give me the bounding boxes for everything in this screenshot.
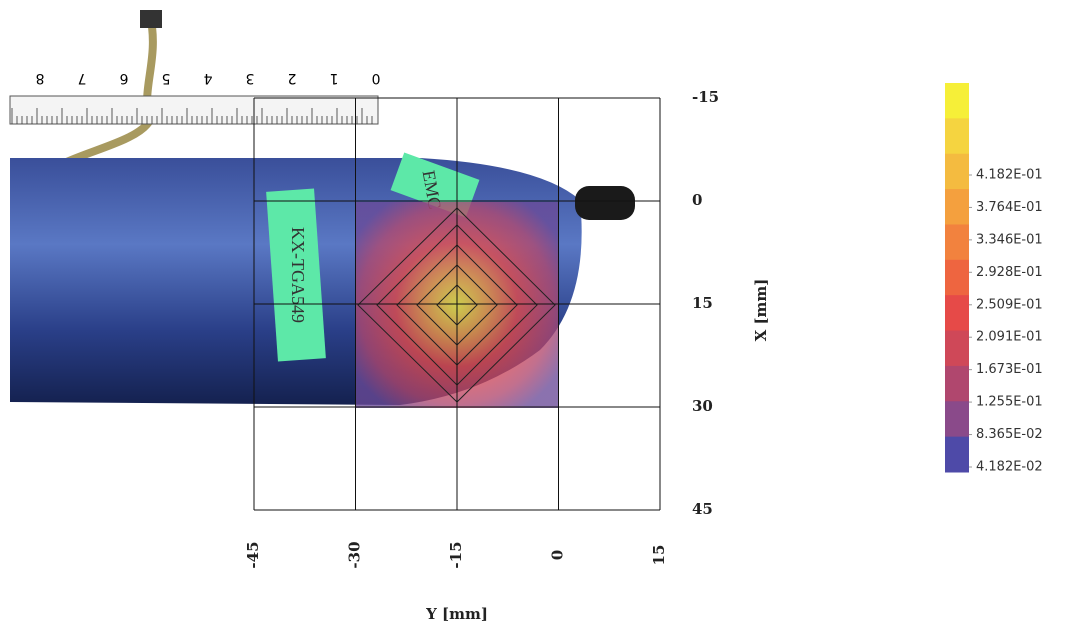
colorbar-label: 8.365E-02: [976, 427, 1043, 442]
x-axis-title: Y [mm]: [425, 605, 488, 623]
ruler-label: 7: [78, 70, 87, 86]
colorbar-band: [945, 436, 969, 473]
ruler-label: 4: [203, 70, 212, 86]
colorbar-label: 4.182E-01: [976, 168, 1043, 183]
y-axis-title: X [mm]: [752, 279, 770, 342]
colorbar-band: [945, 401, 969, 438]
plot: [253, 97, 661, 511]
label-sticker: [266, 188, 326, 362]
photo-label: KX-TGA549: [288, 227, 308, 323]
y-tick-label: 45: [692, 500, 713, 518]
cable: [58, 14, 157, 169]
colorbar-band: [945, 189, 969, 225]
ruler-label: 3: [246, 70, 255, 86]
plug: [140, 10, 162, 28]
colorbar-band: [945, 295, 969, 332]
colorbar-band: [945, 153, 969, 190]
colorbar-label: 4.182E-02: [976, 460, 1043, 475]
colorbar-label: 3.346E-01: [976, 232, 1043, 247]
ruler-label: 0: [372, 70, 381, 86]
y-tick-label: -15: [692, 88, 719, 106]
x-tick-label: -15: [447, 541, 465, 568]
ruler-labels: 8 7 6 5 4 3 2 1 0: [11, 70, 381, 124]
colorbar-label: 2.928E-01: [976, 265, 1043, 280]
colorbar-label: 2.509E-01: [976, 297, 1043, 312]
colorbar-label: 1.673E-01: [976, 362, 1043, 377]
ruler-label: 8: [36, 70, 45, 86]
ruler-label: 6: [119, 70, 128, 86]
y-tick-label: 0: [692, 191, 702, 209]
ruler: [9, 95, 379, 125]
x-tick-label: -30: [346, 541, 364, 568]
colorbar-band: [945, 259, 969, 296]
x-tick-label: 15: [650, 545, 668, 566]
ruler-label: 2: [288, 70, 297, 86]
colorbar-band: [945, 118, 969, 155]
colorbar-label: 1.255E-01: [976, 395, 1043, 410]
antenna: [575, 186, 635, 220]
colorbar-band: [945, 83, 969, 119]
colorbar-band: [945, 365, 969, 402]
ruler-label: 1: [330, 70, 339, 86]
y-tick-label: 15: [692, 294, 713, 312]
colorbar-label: 2.091E-01: [976, 330, 1043, 345]
y-tick-label: 30: [692, 397, 713, 415]
colorbar-label: 3.764E-01: [976, 200, 1043, 215]
x-tick-label: 0: [549, 550, 567, 560]
x-tick-label: -45: [244, 541, 262, 568]
ruler-label: 5: [162, 70, 171, 86]
colorbar-band: [945, 330, 969, 367]
colorbar-band: [945, 224, 969, 261]
